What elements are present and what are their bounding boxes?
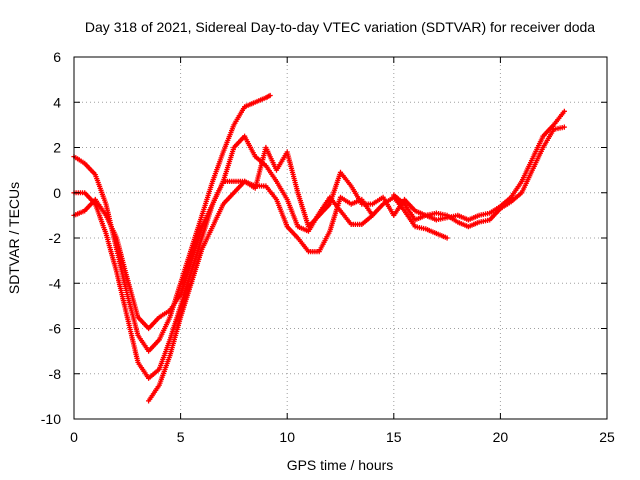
x-tick-label: 5 bbox=[177, 429, 185, 445]
data-point bbox=[561, 124, 567, 130]
y-tick-label: -4 bbox=[49, 275, 62, 291]
series-layer bbox=[71, 92, 567, 404]
series-arc-a bbox=[71, 92, 273, 354]
y-tick-label: -2 bbox=[49, 230, 62, 246]
data-point bbox=[267, 92, 273, 99]
y-tick-label: 6 bbox=[53, 49, 61, 65]
y-tick-label: -8 bbox=[49, 366, 62, 382]
data-point bbox=[444, 235, 450, 241]
grid-layer bbox=[74, 57, 607, 419]
series-arc-c bbox=[71, 178, 450, 381]
x-tick-label: 20 bbox=[493, 429, 509, 445]
series-arc-e bbox=[391, 124, 567, 230]
x-tick-label: 15 bbox=[386, 429, 402, 445]
tick-layer: 0 5 10 15 20 25 -10 -8 -6 -4 -2 0 2 4 6 bbox=[41, 49, 615, 445]
y-axis-label: SDTVAR / TECUs bbox=[6, 182, 22, 294]
x-tick-label: 25 bbox=[599, 429, 615, 445]
x-tick-label: 10 bbox=[279, 429, 295, 445]
y-tick-label: -6 bbox=[49, 321, 62, 337]
x-tick-label: 0 bbox=[70, 429, 78, 445]
x-axis-label: GPS time / hours bbox=[287, 457, 394, 473]
y-tick-label: 0 bbox=[53, 185, 61, 201]
y-tick-label: 2 bbox=[53, 140, 61, 156]
series-arc-d bbox=[146, 108, 567, 404]
data-point bbox=[561, 108, 567, 114]
y-tick-label: -10 bbox=[41, 411, 61, 427]
y-tick-label: 4 bbox=[53, 94, 61, 110]
chart-title: Day 318 of 2021, Sidereal Day-to-day VTE… bbox=[85, 19, 595, 35]
